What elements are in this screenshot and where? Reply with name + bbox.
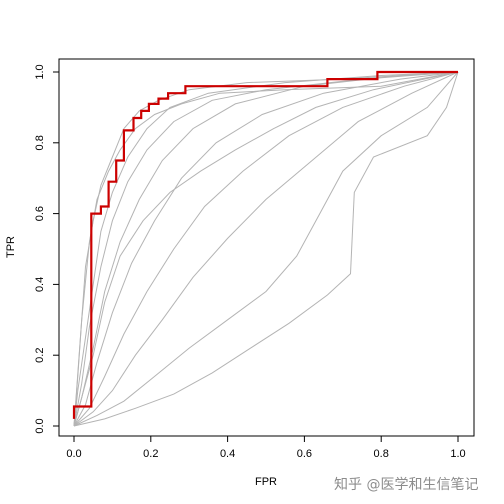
roc-curve-10	[73, 71, 459, 427]
y-tick-label: 1.0	[34, 64, 46, 79]
roc-curve-8	[73, 71, 459, 427]
y-tick-label: 0.0	[34, 418, 46, 433]
y-tick-label: 0.2	[34, 348, 46, 363]
x-tick-label: 0.6	[297, 448, 312, 460]
x-axis: 0.0 0.2 0.4 0.6 0.8 1.0	[66, 435, 466, 460]
roc-curve-7	[73, 71, 459, 427]
plot-frame	[58, 58, 475, 437]
y-tick-label: 0.8	[34, 135, 46, 150]
watermark: 知乎 @医学和生信笔记	[334, 477, 479, 493]
y-axis-label: TPR	[5, 236, 17, 258]
roc-curve-4	[73, 71, 459, 427]
roc-curve-highlight	[72, 70, 458, 419]
roc-curve-11	[73, 71, 459, 427]
roc-curve-1	[73, 71, 459, 427]
x-tick-label: 1.0	[450, 448, 465, 460]
roc-curve-9	[73, 71, 459, 427]
roc-curve-5	[73, 71, 459, 427]
y-tick-label: 0.6	[34, 206, 46, 221]
x-tick-label: 0.4	[220, 448, 235, 460]
x-tick-label: 0.8	[374, 448, 389, 460]
x-tick-label: 0.0	[66, 448, 81, 460]
y-axis: 0.0 0.2 0.4 0.6 0.8 1.0	[34, 64, 60, 434]
roc-curve-3	[73, 71, 459, 427]
x-tick-label: 0.2	[143, 448, 158, 460]
roc-curves	[72, 70, 459, 427]
roc-curve-6	[73, 71, 459, 427]
x-axis-label: FPR	[255, 476, 277, 488]
y-tick-label: 0.4	[34, 277, 46, 292]
roc-curve-2	[73, 71, 459, 427]
